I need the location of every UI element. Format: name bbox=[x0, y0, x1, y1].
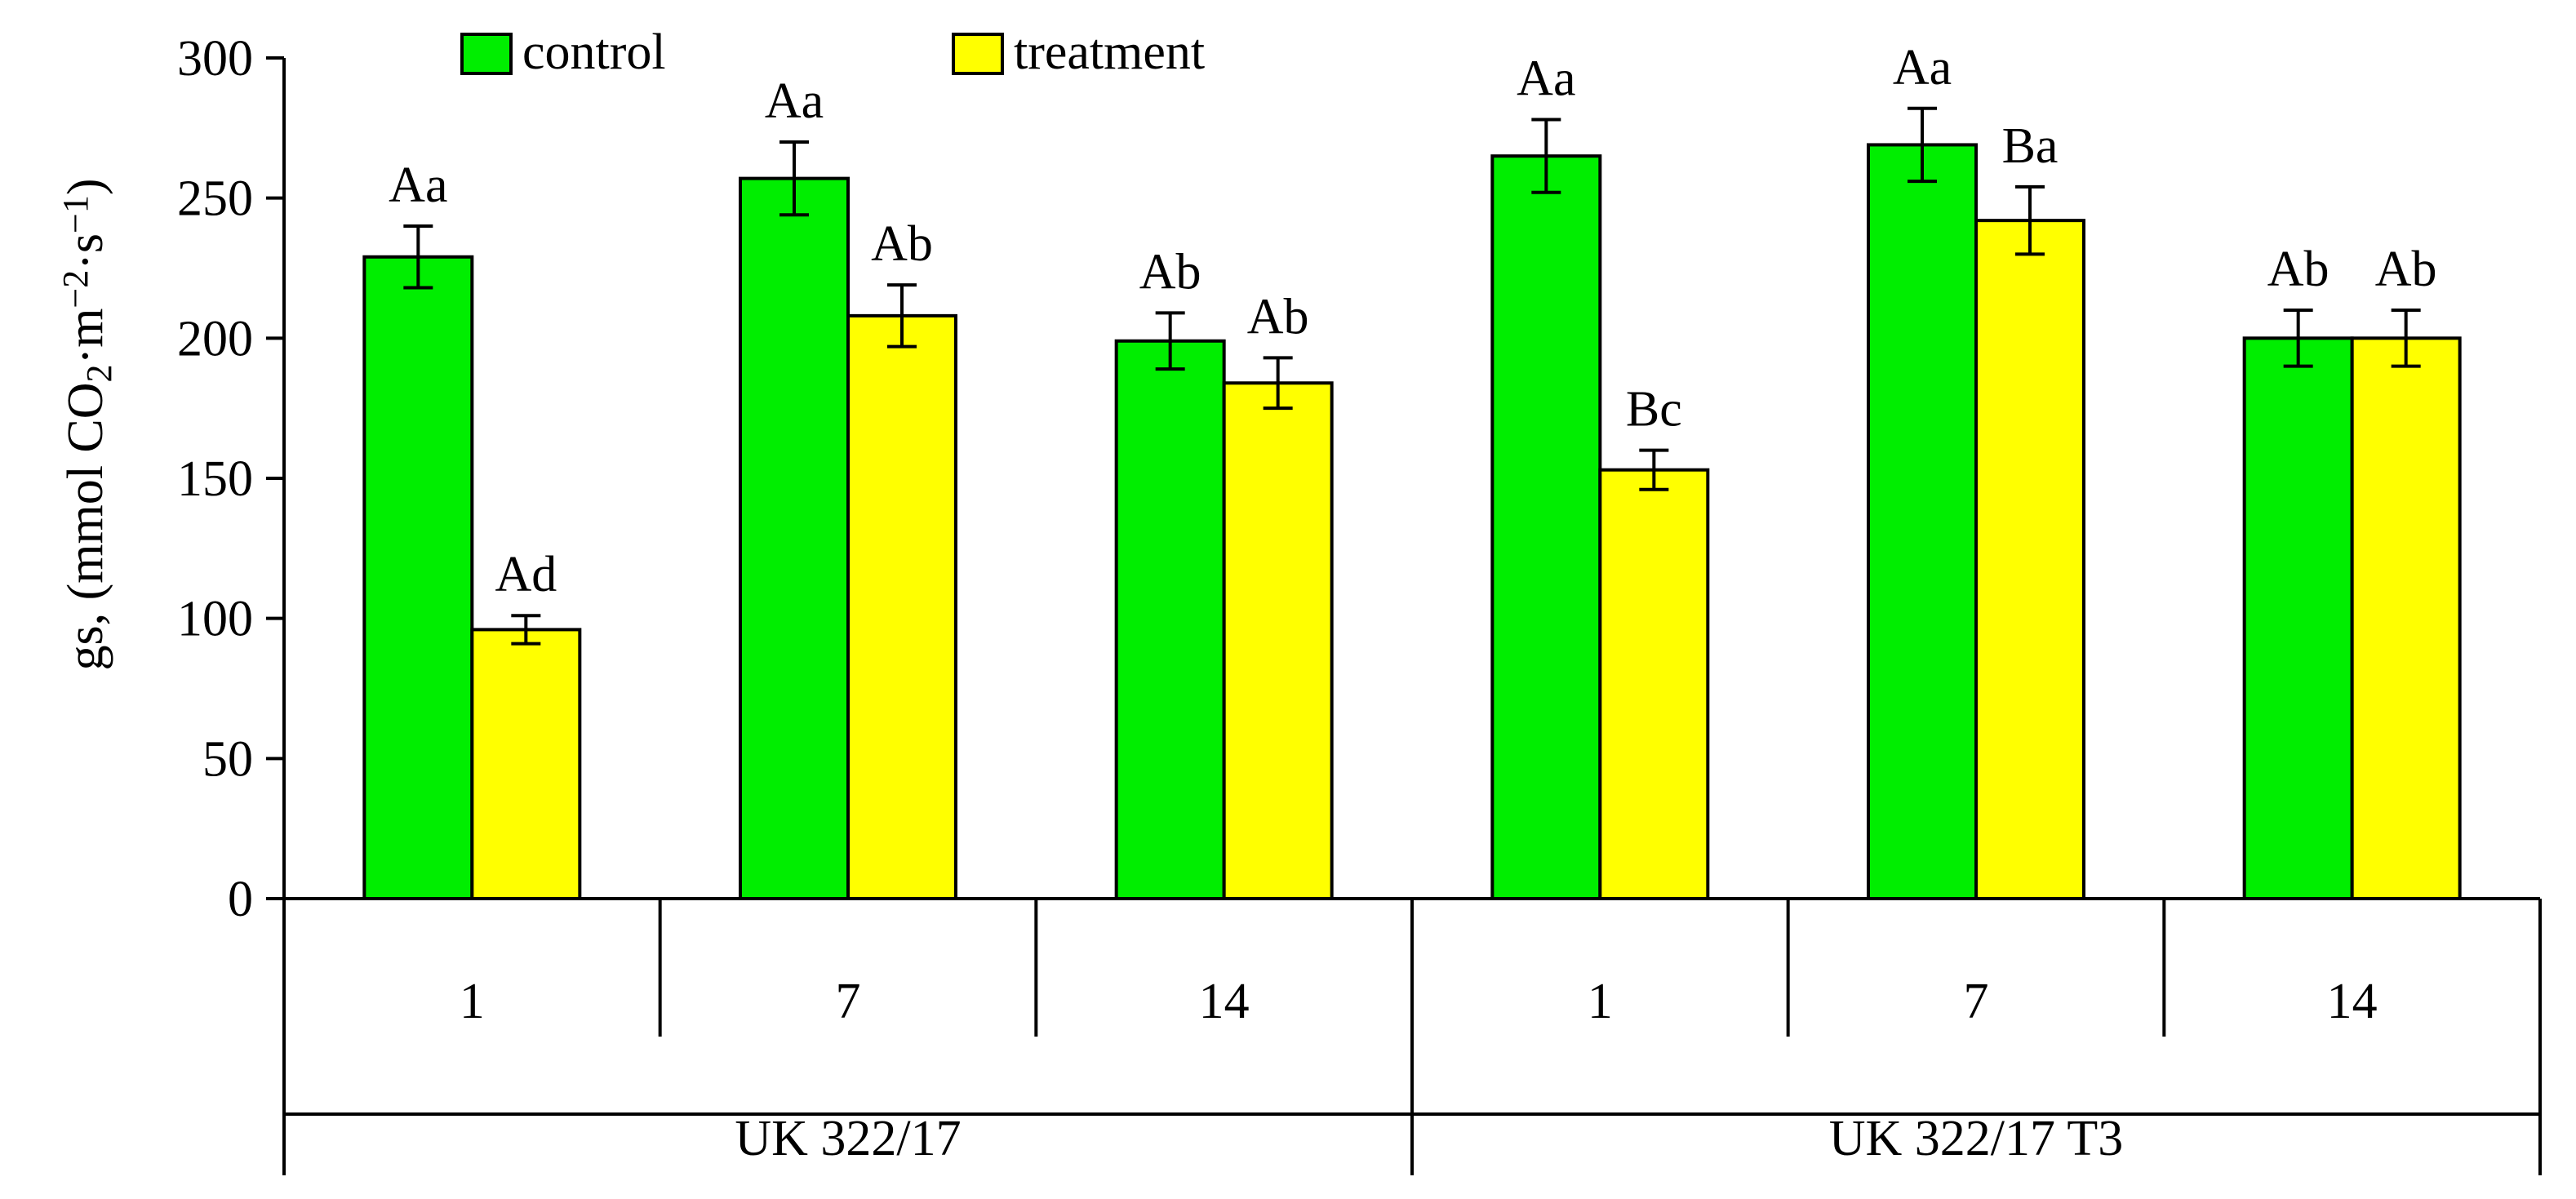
bar-annotation-treatment-6: Ab bbox=[2375, 242, 2437, 297]
x-axis: 1 7 14 1 7 14 UK 322/17 UK 322/17 T3 bbox=[282, 897, 2542, 1175]
y-title-part: ·s bbox=[58, 233, 113, 270]
category-label-2: 7 bbox=[836, 974, 861, 1029]
bar-annotation-control-1: Aa bbox=[389, 158, 447, 213]
y-tick-label: 0 bbox=[228, 872, 253, 927]
bar-annotation-treatment-5: Ba bbox=[2002, 118, 2059, 174]
bar-treatment-6 bbox=[2350, 336, 2462, 901]
legend-swatch-treatment bbox=[952, 33, 1004, 75]
bar-control-6 bbox=[2242, 336, 2354, 901]
y-title-part: gs, (mmol CO bbox=[58, 382, 113, 670]
bar-annotation-control-3: Ab bbox=[1139, 244, 1201, 300]
bar-annotation-control-2: Aa bbox=[765, 73, 824, 129]
bar-treatment-3 bbox=[1222, 381, 1334, 900]
bars: Aa Ad Aa Ab Ab Ab Aa Bc Aa Ba Ab Ab bbox=[362, 40, 2462, 901]
y-tick-label: 300 bbox=[177, 31, 253, 87]
bar-annotation-treatment-4: Bc bbox=[1626, 382, 1682, 437]
y-axis-title: gs, (mmol CO2·m−2·s−1) bbox=[56, 178, 119, 670]
legend-label-treatment: treatment bbox=[1014, 24, 1205, 80]
y-axis: 0 50 100 150 200 250 300 bbox=[177, 31, 286, 927]
y-tick-label: 150 bbox=[177, 451, 253, 507]
bar-treatment-1 bbox=[470, 628, 582, 901]
y-title-part: ·m bbox=[58, 309, 113, 365]
bar-treatment-5 bbox=[1974, 219, 2085, 900]
bar-annotation-control-5: Aa bbox=[1893, 40, 1952, 95]
bar-treatment-4 bbox=[1598, 468, 1710, 900]
legend-swatch-control bbox=[460, 33, 513, 75]
y-title-part: −2 bbox=[56, 270, 95, 309]
category-label-3: 14 bbox=[1199, 974, 1250, 1029]
bar-control-5 bbox=[1867, 143, 1978, 900]
group-label-2: UK 322/17 T3 bbox=[1829, 1111, 2124, 1166]
legend-label-control: control bbox=[522, 24, 666, 80]
y-tick-label: 250 bbox=[177, 171, 253, 227]
y-tick-label: 200 bbox=[177, 311, 253, 366]
bar-control-4 bbox=[1490, 154, 1602, 900]
bar-annotation-treatment-1: Ad bbox=[495, 547, 557, 602]
category-label-1: 1 bbox=[460, 974, 485, 1029]
category-label-6: 14 bbox=[2327, 974, 2378, 1029]
y-tick-label: 50 bbox=[202, 731, 253, 787]
group-label-1: UK 322/17 bbox=[735, 1111, 961, 1166]
bar-control-3 bbox=[1114, 339, 1226, 900]
category-label-4: 1 bbox=[1588, 974, 1613, 1029]
bar-annotation-treatment-2: Ab bbox=[871, 216, 933, 272]
y-tick-label: 100 bbox=[177, 592, 253, 647]
category-label-5: 7 bbox=[1964, 974, 1989, 1029]
bar-annotation-treatment-3: Ab bbox=[1247, 289, 1309, 344]
legend: control treatment bbox=[460, 24, 1205, 80]
bar-treatment-2 bbox=[846, 313, 957, 901]
y-title-part: −1 bbox=[56, 195, 95, 233]
bar-annotation-control-6: Ab bbox=[2267, 242, 2330, 297]
bar-control-1 bbox=[362, 255, 474, 900]
bar-control-2 bbox=[739, 176, 850, 900]
y-title-part: 2 bbox=[79, 364, 119, 382]
y-title-part: ) bbox=[58, 178, 113, 195]
bar-annotation-control-4: Aa bbox=[1517, 51, 1575, 107]
